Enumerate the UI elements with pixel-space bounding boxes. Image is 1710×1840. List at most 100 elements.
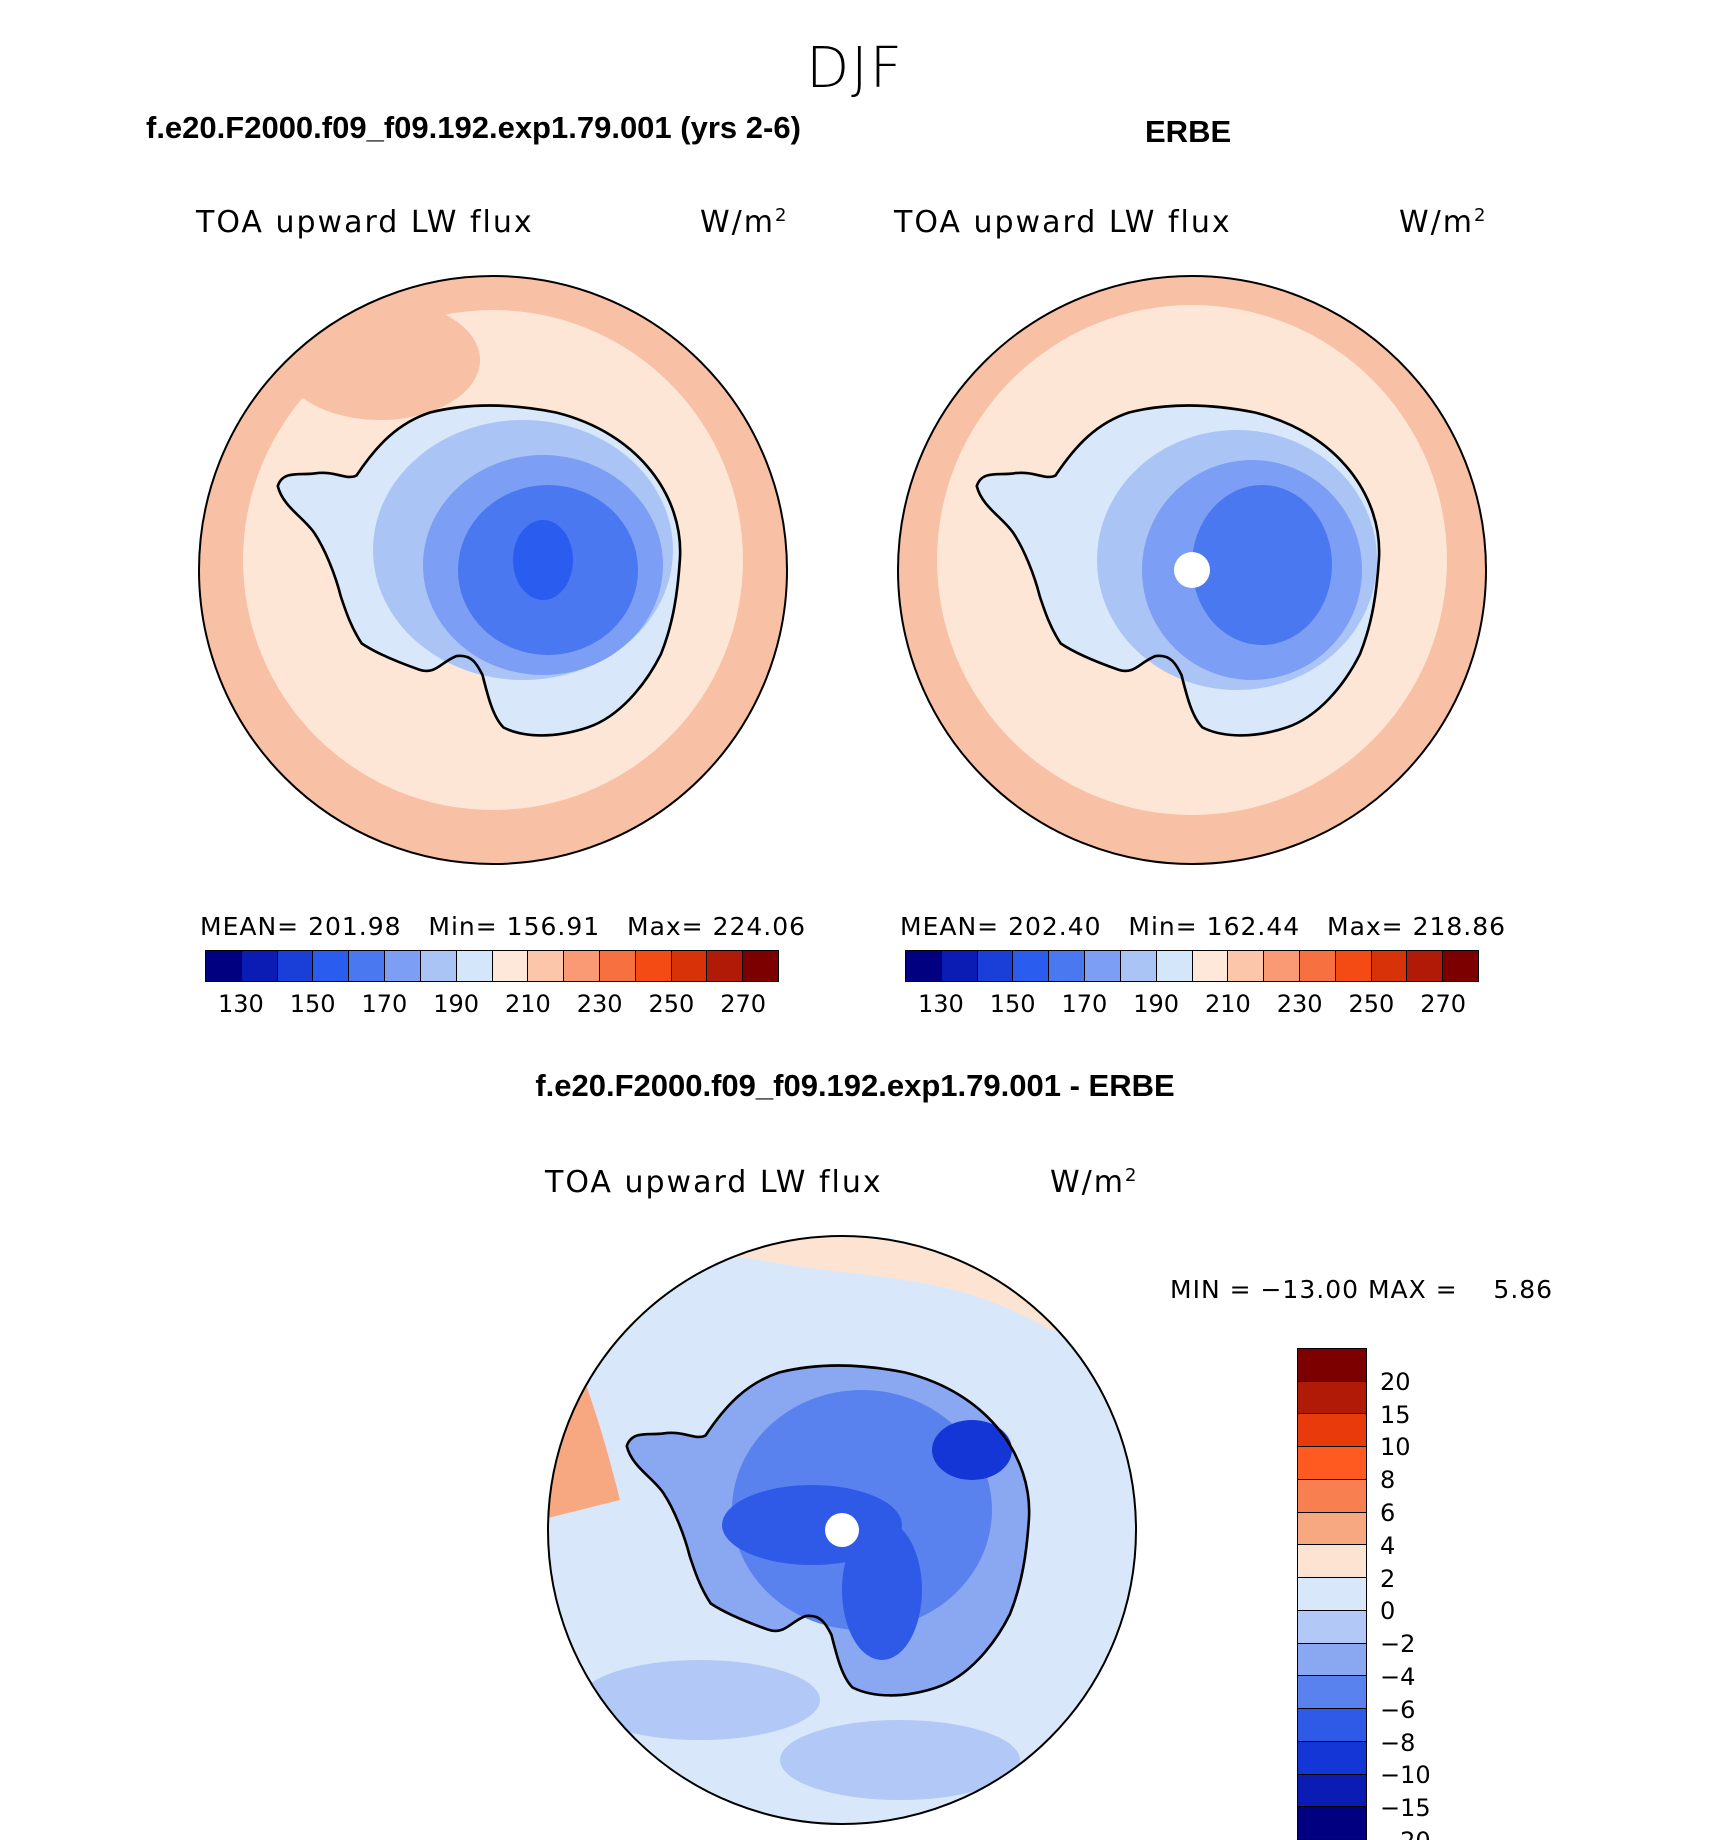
diff-variable-label: TOA upward LW flux — [545, 1165, 883, 1200]
diff-colorbar-tick-label: −15 — [1380, 1794, 1431, 1823]
diff-colorbar-swatch — [1298, 1676, 1366, 1710]
model-colorbar-swatch — [456, 951, 493, 981]
diff-colorbar-swatch — [1298, 1709, 1366, 1742]
obs-colorbar-swatch — [1371, 951, 1408, 981]
model-colorbar-swatch — [528, 951, 565, 981]
model-stats: MEAN= 201.98 Min= 156.91 Max= 224.06 — [200, 912, 807, 941]
diff-colorbar-swatch — [1298, 1643, 1366, 1677]
obs-colorbar-tick-label: 270 — [1420, 990, 1467, 1018]
obs-colorbar-tick-label: 170 — [1061, 990, 1108, 1018]
diff-colorbar-tick-label: 10 — [1380, 1433, 1411, 1462]
diff-colorbar-tick-label: −20 — [1380, 1827, 1431, 1840]
diff-colorbar-tick-label: −2 — [1380, 1630, 1416, 1659]
obs-colorbar-tick-label: 130 — [917, 990, 964, 1018]
diff-colorbar-swatch — [1298, 1479, 1366, 1513]
model-panel-title: f.e20.F2000.f09_f09.192.exp1.79.001 (yrs… — [146, 110, 801, 145]
obs-colorbar-tick-label: 210 — [1204, 990, 1251, 1018]
model-colorbar-swatch — [492, 951, 529, 981]
obs-colorbar-tick-label: 190 — [1133, 990, 1180, 1018]
diff-colorbar-tick-label: −8 — [1380, 1728, 1416, 1757]
diff-colorbar — [1297, 1348, 1367, 1840]
diff-colorbar-tick-label: 6 — [1380, 1499, 1396, 1527]
diff-colorbar-swatch — [1298, 1512, 1366, 1546]
model-colorbar-tick-label: 170 — [361, 990, 408, 1018]
obs-colorbar-swatch — [1049, 951, 1086, 981]
obs-colorbar-swatch — [1299, 951, 1336, 981]
model-colorbar-swatch — [277, 951, 314, 981]
obs-colorbar-swatch — [1085, 951, 1121, 981]
model-colorbar-swatch — [635, 951, 672, 981]
model-colorbar-tick-label: 150 — [289, 990, 336, 1018]
model-colorbar-swatch — [349, 951, 386, 981]
model-colorbar-swatch — [564, 951, 600, 981]
obs-colorbar-swatch — [1228, 951, 1265, 981]
model-colorbar-tick-label: 230 — [576, 990, 623, 1018]
obs-colorbar-swatch — [1264, 951, 1300, 981]
obs-colorbar-tick-label: 230 — [1276, 990, 1323, 1018]
diff-colorbar-swatch — [1298, 1578, 1366, 1611]
obs-stats: MEAN= 202.40 Min= 162.44 Max= 218.86 — [900, 912, 1507, 941]
obs-colorbar-ticks: 130 150 170 190 210 230 250 270 — [905, 990, 1477, 1020]
diff-colorbar-tick-label: 15 — [1380, 1400, 1411, 1429]
model-colorbar-tick-label: 130 — [217, 990, 264, 1018]
model-colorbar-tick-label: 250 — [648, 990, 695, 1018]
diff-colorbar-tick-label: −6 — [1380, 1695, 1416, 1724]
model-colorbar-tick-label: 210 — [504, 990, 551, 1018]
diff-colorbar-swatch — [1298, 1610, 1366, 1644]
obs-colorbar-swatch — [1443, 951, 1478, 981]
obs-unit-label: W/m2 — [1399, 205, 1488, 240]
obs-colorbar-swatch — [1156, 951, 1193, 981]
obs-colorbar-swatch — [1120, 951, 1157, 981]
obs-colorbar-swatch — [906, 951, 942, 981]
model-colorbar-swatch — [743, 951, 778, 981]
diff-colorbar-tick-label: −4 — [1380, 1663, 1416, 1691]
diff-colorbar-tick-label: 8 — [1380, 1466, 1396, 1495]
diff-colorbar-swatch — [1298, 1807, 1366, 1840]
diff-colorbar-swatch — [1298, 1349, 1366, 1382]
model-colorbar — [205, 950, 779, 982]
diff-colorbar-swatch — [1298, 1774, 1366, 1808]
obs-colorbar-swatch — [941, 951, 978, 981]
obs-colorbar-swatch — [977, 951, 1014, 981]
obs-colorbar-swatch — [1013, 951, 1050, 981]
obs-colorbar-swatch — [1335, 951, 1372, 981]
diff-colorbar-swatch — [1298, 1381, 1366, 1415]
obs-variable-label: TOA upward LW flux — [894, 205, 1232, 240]
model-colorbar-swatch — [671, 951, 708, 981]
model-colorbar-swatch — [313, 951, 350, 981]
diff-colorbar-tick-label: −10 — [1380, 1761, 1431, 1790]
diff-colorbar-tick-label: 0 — [1380, 1597, 1396, 1626]
diff-colorbar-tick-label: 2 — [1380, 1564, 1396, 1593]
diff-colorbar-swatch — [1298, 1447, 1366, 1480]
model-colorbar-swatch — [206, 951, 242, 981]
obs-panel-title: ERBE — [1145, 114, 1232, 149]
model-unit-label: W/m2 — [700, 205, 789, 240]
model-colorbar-swatch — [241, 951, 278, 981]
diff-panel-title: f.e20.F2000.f09_f09.192.exp1.79.001 - ER… — [535, 1068, 1175, 1103]
obs-colorbar-swatch — [1192, 951, 1229, 981]
obs-colorbar-tick-label: 150 — [989, 990, 1036, 1018]
model-variable-label: TOA upward LW flux — [196, 205, 534, 240]
diff-unit-label: W/m2 — [1050, 1165, 1139, 1200]
model-colorbar-ticks: 130 150 170 190 210 230 250 270 — [205, 990, 777, 1020]
diff-colorbar-swatch — [1298, 1414, 1366, 1448]
diff-minmax: MIN = −13.00 MAX = 5.86 — [1170, 1275, 1554, 1304]
model-colorbar-swatch — [385, 951, 421, 981]
obs-colorbar-swatch — [1407, 951, 1444, 981]
model-colorbar-swatch — [707, 951, 744, 981]
obs-colorbar — [905, 950, 1479, 982]
model-colorbar-tick-label: 270 — [720, 990, 767, 1018]
diff-colorbar-tick-label: 4 — [1380, 1531, 1396, 1560]
diff-colorbar-swatch — [1298, 1741, 1366, 1775]
model-colorbar-swatch — [599, 951, 636, 981]
season-title: DJF — [806, 36, 904, 101]
diff-colorbar-tick-label: 20 — [1380, 1367, 1411, 1396]
model-colorbar-tick-label: 190 — [433, 990, 480, 1018]
model-colorbar-swatch — [420, 951, 457, 981]
obs-colorbar-tick-label: 250 — [1348, 990, 1395, 1018]
